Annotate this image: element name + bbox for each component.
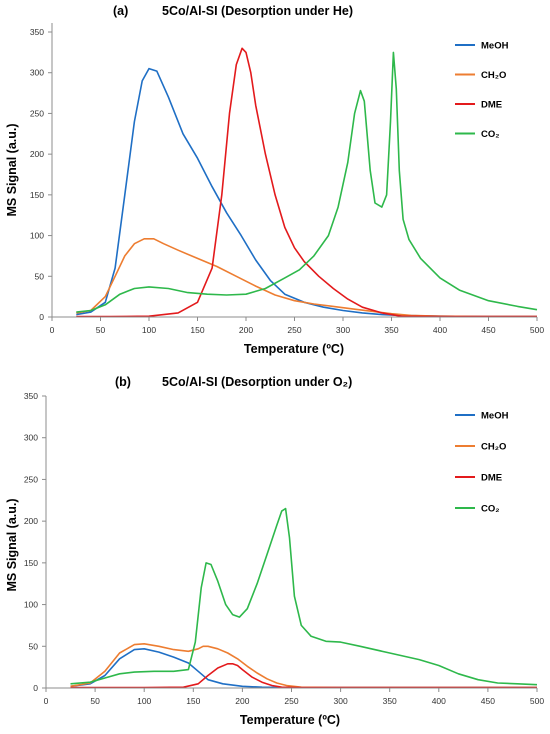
x-tick-label: 500	[530, 696, 544, 706]
y-tick-label: 0	[39, 312, 44, 322]
y-tick-label: 50	[35, 271, 45, 281]
y-tick-label: 300	[24, 433, 38, 443]
x-tick-label: 200	[239, 325, 253, 335]
x-tick-label: 150	[190, 325, 204, 335]
legend-label-dme: DME	[481, 473, 502, 484]
x-tick-label: 200	[235, 696, 249, 706]
series-line-ch-o	[76, 238, 537, 318]
x-tick-label: 500	[530, 325, 544, 335]
panel-a-letter: (a)	[113, 4, 128, 18]
x-tick-label: 400	[432, 696, 446, 706]
y-tick-label: 250	[24, 474, 38, 484]
panel-a-legend: MeOH CH₂O DME CO₂	[455, 41, 509, 140]
y-tick-label: 200	[30, 149, 44, 159]
series-line-meoh	[76, 67, 537, 318]
panel-a-y-axis-label: MS Signal (a.u.)	[5, 123, 19, 216]
x-tick-label: 50	[90, 696, 100, 706]
panel-b-series	[70, 507, 538, 689]
x-tick-label: 0	[44, 696, 49, 706]
y-tick-label: 250	[30, 108, 44, 118]
x-tick-label: 150	[186, 696, 200, 706]
x-tick-label: 100	[137, 696, 151, 706]
panel-b-letter: (b)	[115, 375, 131, 389]
y-tick-label: 350	[24, 391, 38, 401]
y-tick-label: 350	[30, 27, 44, 37]
x-tick-label: 50	[96, 325, 106, 335]
x-tick-label: 300	[336, 325, 350, 335]
panel-a-x-axis-label: Temperature (ºC)	[244, 342, 344, 356]
y-tick-label: 150	[30, 190, 44, 200]
panel-b-title: 5Co/Al-SI (Desorption under O₂)	[162, 375, 352, 389]
panel-b-y-ticks: 0 50 100 150 200 250 300 350	[24, 391, 46, 693]
series-line-ch-o	[70, 642, 537, 689]
x-tick-label: 100	[142, 325, 156, 335]
x-tick-label: 250	[287, 325, 301, 335]
legend-label-ch-o: CH₂O	[481, 442, 506, 453]
x-tick-label: 250	[284, 696, 298, 706]
x-tick-label: 0	[50, 325, 55, 335]
x-tick-label: 450	[481, 325, 495, 335]
panel-b-legend: MeOH CH₂O DME CO₂	[455, 411, 509, 515]
y-tick-label: 200	[24, 516, 38, 526]
series-line-co	[70, 507, 538, 686]
legend-label-co: CO₂	[481, 129, 499, 140]
panel-a-title: 5Co/Al-SI (Desorption under He)	[162, 4, 353, 18]
chart-panel-a: (a) 5Co/Al-SI (Desorption under He) 0 50 1…	[5, 4, 544, 356]
legend-label-dme: DME	[481, 100, 502, 111]
legend-label-ch-o: CH₂O	[481, 70, 506, 81]
y-tick-label: 150	[24, 558, 38, 568]
x-tick-label: 400	[433, 325, 447, 335]
panel-a-y-ticks: 0 50 100 150 200 250 300 350	[30, 27, 52, 322]
y-tick-label: 0	[33, 683, 38, 693]
panel-a-series	[76, 47, 538, 318]
x-tick-label: 450	[481, 696, 495, 706]
series-line-dme	[76, 47, 537, 318]
x-tick-label: 350	[384, 325, 398, 335]
series-line-co	[76, 51, 538, 313]
panel-a-x-ticks: 0 50 100 150 200 250 300 350 400 450 500	[50, 317, 544, 335]
panel-b-x-ticks: 0 50 100 150 200 250 300 350 400 450 500	[44, 688, 544, 706]
legend-label-co: CO₂	[481, 504, 499, 515]
y-tick-label: 100	[24, 600, 38, 610]
y-tick-label: 100	[30, 231, 44, 241]
series-line-meoh	[70, 647, 537, 689]
panel-b-x-axis-label: Temperature (ºC)	[240, 713, 340, 727]
y-tick-label: 50	[29, 641, 39, 651]
chart-panel-b: (b) 5Co/Al-SI (Desorption under O₂) 0 50 1…	[5, 375, 544, 727]
panel-b-y-axis-label: MS Signal (a.u.)	[5, 498, 19, 591]
legend-label-meoh: MeOH	[481, 41, 509, 52]
x-tick-label: 300	[334, 696, 348, 706]
x-tick-label: 350	[383, 696, 397, 706]
y-tick-label: 300	[30, 68, 44, 78]
legend-label-meoh: MeOH	[481, 411, 509, 422]
